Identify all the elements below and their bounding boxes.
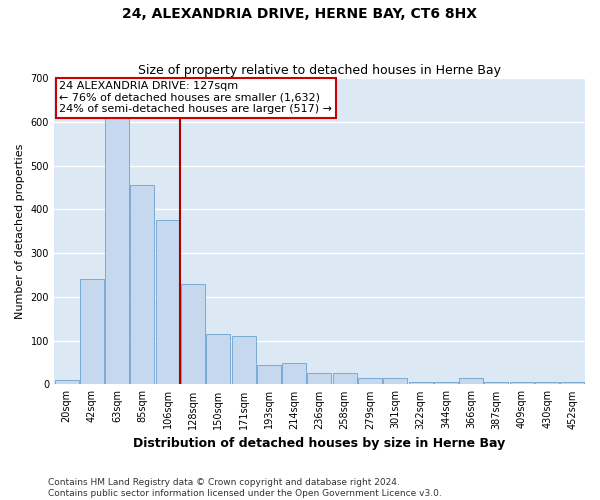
Bar (206, 334, 230, 384)
Bar (257, 364, 281, 384)
Bar (484, 382, 508, 384)
Bar (535, 382, 559, 384)
Text: 24, ALEXANDRIA DRIVE, HERNE BAY, CT6 8HX: 24, ALEXANDRIA DRIVE, HERNE BAY, CT6 8HX (122, 8, 478, 22)
Bar (358, 378, 382, 384)
Bar (130, 186, 154, 384)
Bar (181, 284, 205, 384)
Bar (459, 378, 483, 384)
Y-axis label: Number of detached properties: Number of detached properties (15, 144, 25, 319)
Title: Size of property relative to detached houses in Herne Bay: Size of property relative to detached ho… (138, 64, 501, 77)
Bar (105, 109, 129, 384)
Text: 24 ALEXANDRIA DRIVE: 127sqm
← 76% of detached houses are smaller (1,632)
24% of : 24 ALEXANDRIA DRIVE: 127sqm ← 76% of det… (59, 81, 332, 114)
Bar (55, 380, 79, 384)
Bar (510, 382, 534, 384)
Bar (409, 382, 433, 384)
Bar (307, 374, 331, 384)
Bar (156, 220, 180, 384)
X-axis label: Distribution of detached houses by size in Herne Bay: Distribution of detached houses by size … (133, 437, 506, 450)
Text: Contains HM Land Registry data © Crown copyright and database right 2024.
Contai: Contains HM Land Registry data © Crown c… (48, 478, 442, 498)
Bar (333, 374, 357, 384)
Bar (80, 280, 104, 384)
Bar (383, 378, 407, 384)
Bar (232, 336, 256, 384)
Bar (282, 362, 306, 384)
Bar (434, 382, 458, 384)
Bar (560, 382, 584, 384)
